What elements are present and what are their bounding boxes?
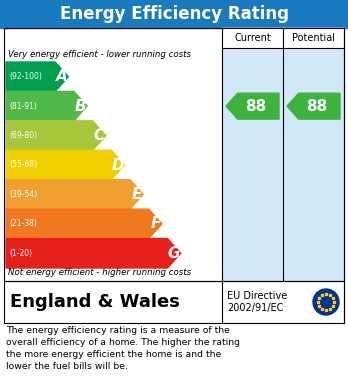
Polygon shape [6,209,162,239]
Bar [222,28,344,281]
Text: EU Directive
2002/91/EC: EU Directive 2002/91/EC [227,291,287,313]
Text: (55-68): (55-68) [9,160,37,170]
Text: G: G [168,246,180,261]
Polygon shape [6,91,87,121]
Text: (1-20): (1-20) [9,249,32,258]
Text: Current: Current [234,33,271,43]
Text: Energy Efficiency Rating: Energy Efficiency Rating [60,5,288,23]
Bar [0,0,348,28]
Text: C: C [94,128,105,143]
Polygon shape [287,93,340,119]
Bar [4,28,344,281]
Text: A: A [56,69,68,84]
Polygon shape [6,62,69,91]
Text: F: F [150,216,160,231]
Text: 88: 88 [245,99,266,114]
Text: The energy efficiency rating is a measure of the
overall efficiency of a home. T: The energy efficiency rating is a measur… [6,326,240,371]
Text: (39-54): (39-54) [9,190,37,199]
Bar [222,28,344,48]
Text: (21-38): (21-38) [9,219,37,228]
Polygon shape [6,121,106,150]
Text: D: D [112,158,124,172]
Text: Very energy efficient - lower running costs: Very energy efficient - lower running co… [8,50,191,59]
Polygon shape [6,239,181,268]
Text: Potential: Potential [292,33,335,43]
Text: E: E [132,187,142,202]
Text: 88: 88 [306,99,327,114]
Text: B: B [75,99,86,114]
Polygon shape [226,93,279,119]
Text: (92-100): (92-100) [9,72,42,81]
Polygon shape [6,180,143,209]
Text: Not energy efficient - higher running costs: Not energy efficient - higher running co… [8,268,191,277]
Text: (69-80): (69-80) [9,131,37,140]
Polygon shape [6,150,125,180]
Circle shape [313,289,339,315]
Bar [4,281,344,323]
Text: England & Wales: England & Wales [10,293,180,311]
Text: (81-91): (81-91) [9,102,37,111]
